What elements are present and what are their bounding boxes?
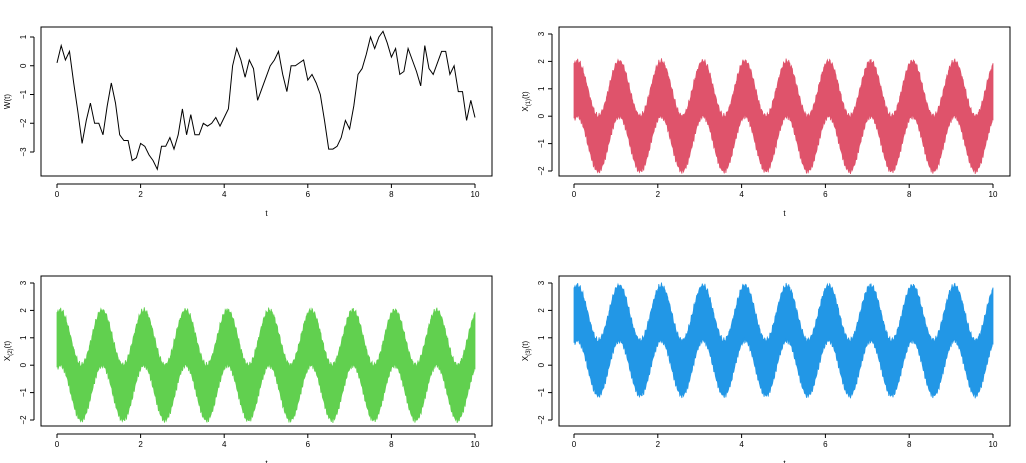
y-tick-label: −3	[19, 147, 28, 157]
y-tick-label: 3	[19, 280, 28, 285]
chart-panel-3: 0 2 4 6 8 10 t −2 −1 0 1 2 3 X(2)(t)	[3, 275, 493, 463]
x-tick-label: 2	[656, 440, 661, 449]
y-axis-label: X(3)(t)	[521, 341, 531, 362]
series-band	[56, 307, 476, 424]
x-tick-label: 2	[656, 190, 661, 199]
y-axis-label: X(1)(t)	[521, 91, 531, 112]
y-axis-label-subscript: (1)	[526, 99, 532, 106]
x-tick-label: 6	[306, 440, 311, 449]
plot-frame	[558, 26, 1011, 177]
x-axis-label: t	[265, 459, 268, 463]
x-tick-label: 6	[823, 440, 828, 449]
x-tick-label: 8	[389, 440, 394, 449]
y-tick-label: 0	[19, 63, 28, 68]
x-tick-label: 8	[907, 190, 912, 199]
series-band	[573, 282, 994, 399]
x-tick-label: 0	[55, 440, 60, 449]
y-tick-label: −1	[537, 387, 546, 397]
x-axis-label: t	[265, 209, 268, 218]
x-tick-label: 4	[739, 190, 744, 199]
x-tick-label: 0	[572, 190, 577, 199]
chart-panel-1: 0 2 4 6 8 10 t −3 −2 −1 0 1 W(t)	[3, 26, 493, 218]
x-tick-label: 10	[471, 440, 480, 449]
chart-panel-2: 0 2 4 6 8 10 t −2 −1 0 1 2 3 X(1)(t)	[521, 26, 1011, 218]
x-axis-label: t	[783, 209, 786, 218]
plot-frame	[40, 26, 493, 177]
x-axis-label: t	[783, 459, 786, 463]
y-tick-label: 1	[19, 34, 28, 39]
y-axis-label: W(t)	[3, 94, 12, 109]
y-axis-label-tail: (t)	[3, 341, 12, 349]
y-tick-label: 0	[19, 362, 28, 367]
y-axis-label-tail: (t)	[521, 91, 530, 99]
y-tick-label: 1	[537, 335, 546, 340]
y-tick-label: 1	[537, 86, 546, 91]
y-tick-label: 1	[19, 335, 28, 340]
x-tick-label: 10	[989, 190, 998, 199]
y-tick-label: 2	[537, 59, 546, 64]
y-axis-label-main: X	[3, 355, 12, 361]
x-tick-label: 4	[222, 440, 227, 449]
y-axis-label: X(2)(t)	[3, 341, 13, 362]
x-tick-label: 2	[138, 190, 143, 199]
y-tick-label: 3	[537, 280, 546, 285]
y-axis-label-main: X	[521, 355, 530, 361]
y-tick-label: 0	[537, 362, 546, 367]
y-axis-label-subscript: (2)	[8, 348, 14, 355]
y-tick-label: −2	[19, 415, 28, 425]
x-tick-label: 6	[823, 190, 828, 199]
x-tick-label: 0	[572, 440, 577, 449]
y-tick-label: −2	[537, 415, 546, 425]
x-tick-label: 4	[222, 190, 227, 199]
x-tick-label: 6	[306, 190, 311, 199]
y-tick-label: −2	[19, 118, 28, 128]
x-tick-label: 10	[989, 440, 998, 449]
y-axis-label-tail: (t)	[521, 341, 530, 349]
y-axis-label-main: X	[521, 106, 530, 112]
x-tick-label: 8	[907, 440, 912, 449]
x-tick-label: 2	[138, 440, 143, 449]
y-tick-label: 0	[537, 113, 546, 118]
y-tick-label: −1	[19, 387, 28, 397]
x-tick-label: 10	[471, 190, 480, 199]
x-tick-label: 8	[389, 190, 394, 199]
y-tick-label: −1	[537, 138, 546, 148]
series-line-1	[56, 30, 476, 171]
y-tick-label: −2	[537, 166, 546, 176]
y-axis-label-subscript: (3)	[526, 348, 532, 355]
y-axis-label-main: W(t)	[3, 94, 12, 109]
chart-panel-4: 0 2 4 6 8 10 t −2 −1 0 1 2 3 X(3)(t)	[521, 275, 1011, 463]
y-tick-label: 2	[537, 308, 546, 313]
y-tick-label: −1	[19, 89, 28, 99]
plot-frame	[558, 275, 1011, 427]
y-tick-label: 2	[19, 308, 28, 313]
x-tick-label: 0	[55, 190, 60, 199]
x-tick-label: 4	[739, 440, 744, 449]
plot-frame	[40, 275, 493, 427]
series-band	[573, 58, 994, 175]
y-tick-label: 3	[537, 31, 546, 36]
